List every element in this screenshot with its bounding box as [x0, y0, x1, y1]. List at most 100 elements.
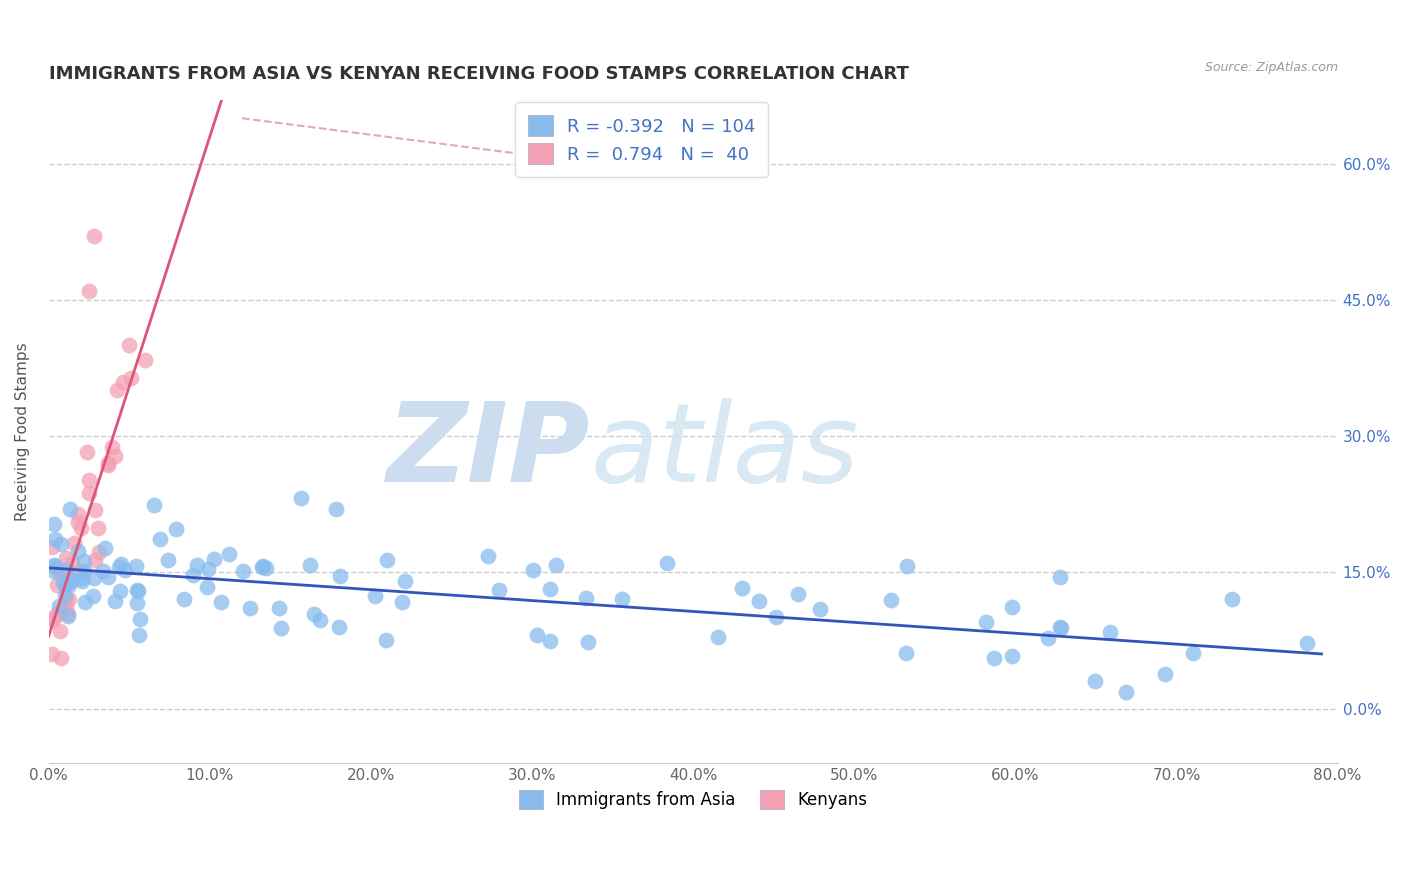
Point [55, 600, 77, 615]
Point [73, 554, 96, 568]
Point [60, 573, 83, 587]
Point [290, 491, 312, 506]
Text: ZIP: ZIP [387, 398, 591, 505]
Point [125, 596, 148, 610]
Point [127, 583, 149, 598]
Point [1049, 620, 1071, 634]
Point [66, 544, 89, 558]
Point [49, 566, 72, 581]
Point [58, 578, 80, 592]
Point [56, 574, 79, 589]
Point [1036, 631, 1059, 645]
Point [394, 574, 416, 588]
Point [42, 558, 65, 573]
Point [128, 628, 150, 642]
Point [97, 570, 120, 584]
Point [165, 523, 187, 537]
Point [731, 582, 754, 596]
Point [110, 558, 132, 572]
Text: Source: ZipAtlas.com: Source: ZipAtlas.com [1205, 61, 1337, 73]
Point [134, 352, 156, 367]
Point [51, 605, 73, 619]
Y-axis label: Receiving Food Stamps: Receiving Food Stamps [15, 343, 30, 521]
Point [73, 595, 96, 609]
Point [197, 562, 219, 576]
Point [328, 620, 350, 634]
Point [97, 458, 120, 472]
Point [58, 607, 80, 622]
Point [879, 592, 901, 607]
Point [77, 473, 100, 487]
Point [107, 560, 129, 574]
Point [538, 633, 561, 648]
Point [77, 284, 100, 298]
Point [112, 375, 135, 389]
Point [765, 609, 787, 624]
Point [202, 552, 225, 566]
Point [186, 558, 208, 572]
Point [299, 558, 322, 572]
Point [195, 580, 218, 594]
Point [93, 565, 115, 579]
Point [309, 613, 332, 627]
Point [1115, 685, 1137, 699]
Point [56, 563, 79, 577]
Point [983, 650, 1005, 665]
Point [538, 582, 561, 596]
Point [84, 553, 107, 567]
Point [1084, 673, 1107, 688]
Point [73, 564, 96, 578]
Point [44, 559, 66, 574]
Point [63, 535, 86, 549]
Point [488, 582, 510, 597]
Point [104, 449, 127, 463]
Point [125, 583, 148, 598]
Point [1181, 646, 1204, 660]
Point [41, 647, 63, 661]
Point [329, 569, 352, 583]
Point [120, 371, 142, 385]
Point [1220, 591, 1243, 606]
Point [655, 557, 678, 571]
Point [270, 621, 292, 635]
Point [82, 590, 104, 604]
Point [239, 600, 262, 615]
Point [894, 646, 917, 660]
Point [304, 607, 326, 621]
Text: IMMIGRANTS FROM ASIA VS KENYAN RECEIVING FOOD STAMPS CORRELATION CHART: IMMIGRANTS FROM ASIA VS KENYAN RECEIVING… [49, 65, 908, 83]
Point [267, 601, 290, 615]
Point [55, 592, 77, 607]
Point [42, 564, 65, 578]
Point [896, 558, 918, 573]
Point [256, 560, 278, 574]
Point [477, 549, 499, 563]
Point [105, 383, 128, 397]
Point [252, 558, 274, 573]
Point [41, 540, 63, 554]
Point [83, 229, 105, 244]
Point [49, 651, 72, 665]
Point [42, 613, 65, 627]
Text: atlas: atlas [591, 398, 859, 505]
Point [86, 521, 108, 535]
Point [156, 552, 179, 566]
Point [218, 547, 240, 561]
Point [66, 564, 89, 578]
Point [70, 521, 93, 535]
Point [142, 498, 165, 512]
Point [252, 560, 274, 574]
Point [575, 591, 598, 606]
Point [1295, 636, 1317, 650]
Point [118, 338, 141, 352]
Point [46, 578, 69, 592]
Point [42, 516, 65, 531]
Point [53, 588, 76, 602]
Point [70, 570, 93, 584]
Point [104, 594, 127, 608]
Point [51, 536, 73, 550]
Point [526, 628, 548, 642]
Point [114, 563, 136, 577]
Point [44, 532, 66, 546]
Point [1049, 570, 1071, 584]
Point [70, 574, 93, 588]
